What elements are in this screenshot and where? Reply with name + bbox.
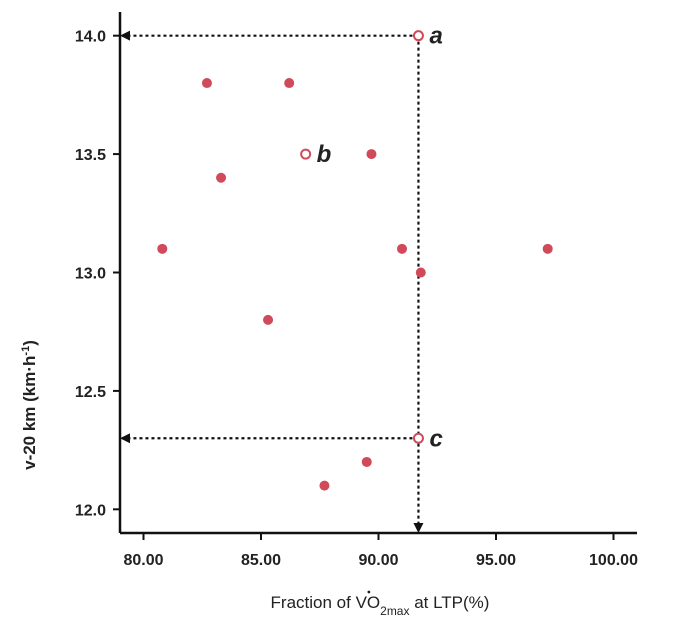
- x-tick-label: 95.00: [476, 552, 516, 569]
- y-tick-label: 13.5: [75, 147, 106, 164]
- x-tick-label: 80.00: [123, 552, 163, 569]
- data-point-hollow: [412, 432, 424, 444]
- y-tick-label: 14.0: [75, 29, 106, 46]
- axes: [113, 12, 637, 540]
- y-tick-label: 12.5: [75, 384, 106, 401]
- y-tick-label: 13.0: [75, 266, 106, 283]
- data-point-hollow: [300, 148, 312, 160]
- x-tick-label: 90.00: [358, 552, 398, 569]
- data-point: [361, 456, 372, 467]
- data-point: [201, 78, 212, 89]
- y-tick-label: 12.0: [75, 502, 106, 519]
- data-point: [397, 243, 407, 254]
- data-point: [366, 149, 377, 160]
- data-points: a b c: [157, 23, 553, 491]
- point-annotation: a: [429, 23, 442, 50]
- data-point: [284, 78, 295, 89]
- data-point: [157, 243, 168, 254]
- data-point: [415, 267, 426, 278]
- vo2-dot-letter: O: [367, 593, 380, 612]
- vo2-overdot: [367, 590, 371, 594]
- data-point: [216, 172, 227, 183]
- point-annotation: c: [429, 425, 442, 452]
- x-tick-label: 100.00: [589, 552, 638, 569]
- tick-labels: 12.0 12.5 13.0 13.5 14.0 80.00 85.00 90.00 95.00…: [75, 29, 638, 569]
- reference-arrows: [120, 30, 424, 533]
- data-point-hollow: [412, 30, 424, 42]
- data-point: [263, 314, 274, 325]
- x-axis-label: Fraction of VO2max at LTP(%): [271, 593, 490, 618]
- data-point: [319, 480, 330, 491]
- y-axis-label: v-20 km (km·h-1): [20, 340, 39, 470]
- x-tick-label: 85.00: [241, 552, 281, 569]
- point-annotation: b: [317, 141, 332, 168]
- data-point: [542, 243, 553, 254]
